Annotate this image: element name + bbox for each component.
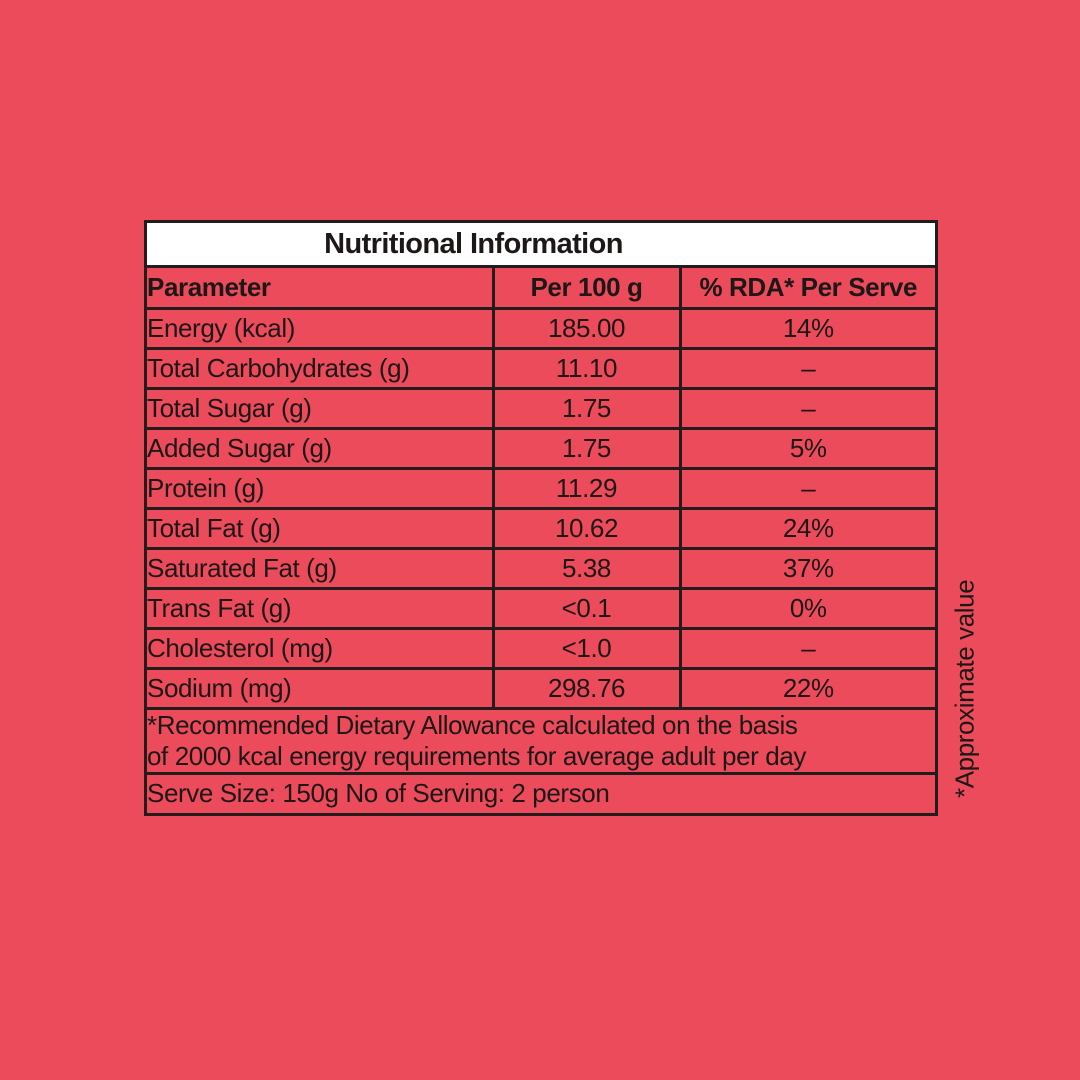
row-parameter: Total Carbohydrates (g) <box>147 346 495 390</box>
serve-size-row: Serve Size: 150g No of Serving: 2 person <box>147 771 935 813</box>
row-parameter: Sodium (mg) <box>147 666 495 710</box>
table-row: Added Sugar (g) 1.75 5% <box>147 426 935 470</box>
row-rda: – <box>678 386 935 430</box>
column-header-rda-per-serve: % RDA* Per Serve <box>678 268 935 310</box>
row-per-100g: <1.0 <box>491 626 682 670</box>
row-rda: – <box>678 346 935 390</box>
rda-note-row: *Recommended Dietary Allowance calculate… <box>147 706 935 775</box>
table-row: Saturated Fat (g) 5.38 37% <box>147 546 935 590</box>
row-per-100g: 298.76 <box>491 666 682 710</box>
row-parameter: Total Fat (g) <box>147 506 495 550</box>
table-header-row: Parameter Per 100 g % RDA* Per Serve <box>147 268 935 310</box>
nutrition-table: Parameter Per 100 g % RDA* Per Serve Ene… <box>147 268 935 813</box>
panel-title: Nutritional Information <box>324 227 623 260</box>
row-rda: 5% <box>678 426 935 470</box>
table-row: Cholesterol (mg) <1.0 – <box>147 626 935 670</box>
table-row: Protein (g) 11.29 – <box>147 466 935 510</box>
serve-size-note: Serve Size: 150g No of Serving: 2 person <box>147 771 935 813</box>
nutrition-facts-panel: Nutritional Information Parameter Per 10… <box>144 220 938 816</box>
row-parameter: Cholesterol (mg) <box>147 626 495 670</box>
rda-note: *Recommended Dietary Allowance calculate… <box>147 706 935 775</box>
row-per-100g: 10.62 <box>491 506 682 550</box>
row-parameter: Energy (kcal) <box>147 306 495 350</box>
row-rda: 24% <box>678 506 935 550</box>
column-header-parameter: Parameter <box>147 268 495 310</box>
row-parameter: Saturated Fat (g) <box>147 546 495 590</box>
row-rda: 14% <box>678 306 935 350</box>
row-parameter: Protein (g) <box>147 466 495 510</box>
row-rda: 0% <box>678 586 935 630</box>
row-rda: – <box>678 626 935 670</box>
row-per-100g: 5.38 <box>491 546 682 590</box>
panel-title-band: Nutritional Information <box>147 223 935 268</box>
row-per-100g: 1.75 <box>491 386 682 430</box>
table-row: Sodium (mg) 298.76 22% <box>147 666 935 710</box>
row-rda: 22% <box>678 666 935 710</box>
row-parameter: Trans Fat (g) <box>147 586 495 630</box>
column-header-per-100g: Per 100 g <box>491 268 682 310</box>
table-row: Energy (kcal) 185.00 14% <box>147 306 935 350</box>
row-per-100g: 185.00 <box>491 306 682 350</box>
row-rda: – <box>678 466 935 510</box>
row-per-100g: 11.29 <box>491 466 682 510</box>
row-per-100g: 11.10 <box>491 346 682 390</box>
row-per-100g: 1.75 <box>491 426 682 470</box>
row-parameter: Total Sugar (g) <box>147 386 495 430</box>
table-row: Total Carbohydrates (g) 11.10 – <box>147 346 935 390</box>
approximate-value-note: *Approximate value <box>949 579 980 799</box>
table-row: Total Sugar (g) 1.75 – <box>147 386 935 430</box>
row-parameter: Added Sugar (g) <box>147 426 495 470</box>
row-rda: 37% <box>678 546 935 590</box>
table-row: Trans Fat (g) <0.1 0% <box>147 586 935 630</box>
table-row: Total Fat (g) 10.62 24% <box>147 506 935 550</box>
row-per-100g: <0.1 <box>491 586 682 630</box>
